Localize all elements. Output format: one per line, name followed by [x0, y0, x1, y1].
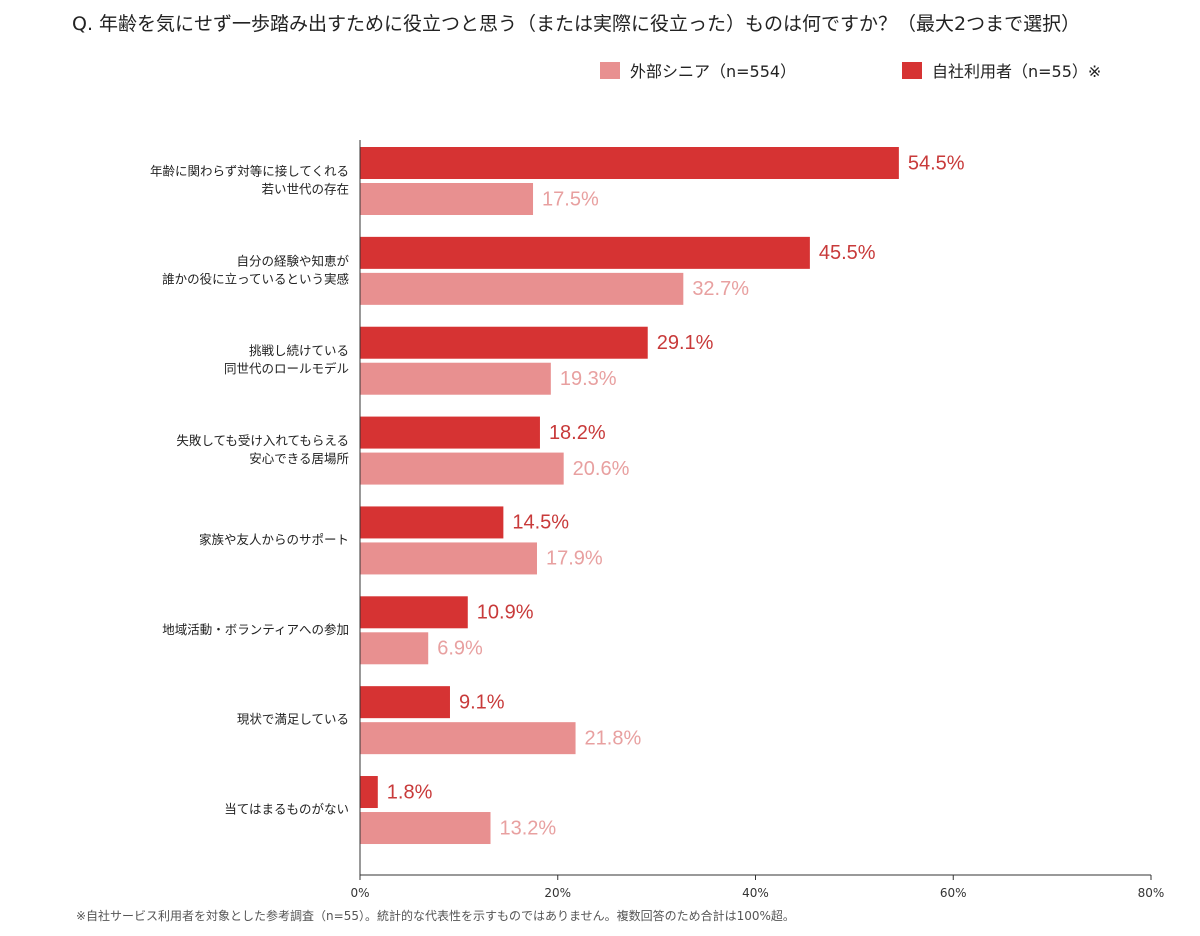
bar-external-seniors-4 — [360, 542, 537, 575]
data-label-external-seniors-5: 6.9% — [437, 638, 483, 660]
x-tick-label-3: 60% — [940, 886, 967, 900]
bar-own-users-5 — [360, 596, 468, 629]
bar-external-seniors-6 — [360, 722, 576, 755]
data-label-own-users-7: 1.8% — [387, 781, 433, 803]
bar-external-seniors-7 — [360, 812, 491, 845]
category-label-0-line-1: 若い世代の存在 — [261, 182, 349, 197]
x-tick-label-4: 80% — [1138, 886, 1165, 900]
bar-external-seniors-0 — [360, 183, 534, 215]
bar-own-users-2 — [360, 326, 648, 359]
footnote: ※自社サービス利用者を対象とした参考調査（n=55）。統計的な代表性を示すもので… — [76, 909, 795, 923]
category-label-3-line-1: 安心できる居場所 — [249, 451, 349, 466]
bar-own-users-6 — [360, 686, 450, 719]
data-label-own-users-3: 18.2% — [549, 422, 606, 444]
data-label-external-seniors-3: 20.6% — [573, 458, 630, 480]
data-label-own-users-5: 10.9% — [477, 602, 534, 624]
category-labels: 年齢に関わらず対等に接してくれる若い世代の存在自分の経験や知恵が誰かの役に立って… — [150, 164, 350, 817]
legend-swatch-internal — [902, 61, 922, 79]
x-axis: 0% 20% 40% 60% 80% — [350, 140, 1164, 900]
category-label-6-line-0: 現状で満足している — [237, 712, 349, 727]
data-label-own-users-1: 45.5% — [819, 242, 876, 264]
category-label-1-line-1: 誰かの役に立っているという実感 — [162, 271, 349, 286]
data-label-external-seniors-2: 19.3% — [560, 368, 617, 390]
bars-layer: 54.5% 17.5% 45.5% 32.7% 29.1% 19.3% 18.2% 20.6%… — [360, 147, 965, 845]
category-label-3-line-0: 失敗しても受け入れてもらえる — [176, 433, 349, 448]
data-label-external-seniors-4: 17.9% — [546, 548, 603, 570]
legend-item-external-seniors: 外部シニア（n=554） — [600, 58, 796, 82]
category-label-4-line-0: 家族や友人からのサポート — [199, 532, 349, 547]
bar-external-seniors-1 — [360, 272, 684, 305]
data-label-external-seniors-0: 17.5% — [542, 188, 599, 210]
bar-external-seniors-3 — [360, 452, 564, 485]
bar-own-users-4 — [360, 506, 504, 539]
data-label-external-seniors-7: 13.2% — [500, 817, 557, 839]
bar-own-users-3 — [360, 416, 540, 449]
chart-title: Q. 年齢を気にせず一歩踏み出すために役立つと思う（または実際に役立った）ものは… — [72, 13, 1081, 35]
data-label-own-users-6: 9.1% — [459, 691, 505, 713]
legend-label-internal: 自社利用者（n=55）※ — [932, 62, 1102, 81]
category-label-5-line-0: 地域活動・ボランティアへの参加 — [162, 622, 349, 637]
data-label-own-users-4: 14.5% — [512, 512, 569, 534]
bar-external-seniors-2 — [360, 362, 551, 395]
legend-swatch-external — [600, 61, 620, 79]
category-label-7-line-0: 当てはまるものがない — [224, 802, 349, 817]
bar-own-users-7 — [360, 776, 378, 809]
data-label-own-users-0: 54.5% — [908, 152, 965, 174]
category-label-2-line-1: 同世代のロールモデル — [224, 361, 349, 376]
x-tick-label-0: 0% — [350, 886, 369, 900]
data-label-external-seniors-6: 21.8% — [585, 727, 642, 749]
bar-own-users-0 — [360, 147, 899, 179]
data-label-external-seniors-1: 32.7% — [692, 278, 749, 300]
category-label-2-line-0: 挑戦し続けている — [249, 343, 349, 358]
legend-label-external: 外部シニア（n=554） — [630, 62, 797, 81]
x-tick-label-1: 20% — [544, 886, 571, 900]
bar-own-users-1 — [360, 236, 810, 269]
category-label-1-line-0: 自分の経験や知恵が — [236, 253, 349, 268]
x-tick-label-2: 40% — [742, 886, 769, 900]
legend-item-own-users: 自社利用者（n=55）※ — [902, 58, 1101, 82]
bar-external-seniors-5 — [360, 632, 429, 665]
category-label-0-line-0: 年齢に関わらず対等に接してくれる — [150, 164, 349, 179]
data-label-own-users-2: 29.1% — [657, 332, 714, 354]
